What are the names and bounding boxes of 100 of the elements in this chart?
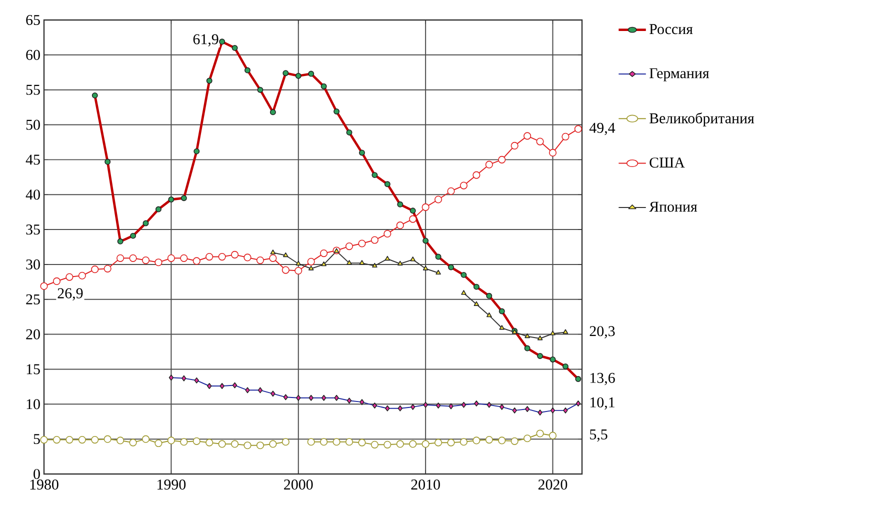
point (320, 249, 328, 258)
y-tick-label: 25 (26, 294, 40, 304)
point (269, 254, 277, 262)
y-tick-label: 60 (26, 50, 40, 60)
point (472, 436, 480, 444)
point (422, 203, 430, 211)
legend-label: США (650, 158, 685, 168)
legend-label: Россия (650, 24, 693, 34)
point (192, 257, 200, 265)
point (550, 330, 556, 336)
point (574, 125, 582, 133)
point (52, 436, 61, 444)
x-tick-label: 1990 (158, 480, 186, 490)
point (384, 440, 392, 448)
point (180, 254, 188, 262)
point (308, 266, 314, 270)
point (230, 440, 239, 448)
point (474, 301, 480, 306)
annotation: 10,1 (590, 397, 614, 410)
point (384, 256, 390, 261)
x-tick-label: 2000 (284, 480, 313, 490)
point (244, 442, 252, 450)
point (104, 264, 112, 272)
legend-label: Япония (649, 202, 698, 212)
point (269, 440, 277, 448)
point (142, 435, 150, 443)
point (536, 430, 544, 438)
point (154, 439, 162, 448)
y-tick-label: 55 (26, 84, 40, 95)
point (422, 440, 430, 448)
annotation: 13,6 (590, 372, 615, 386)
point (498, 156, 506, 164)
point (434, 438, 442, 446)
point (510, 437, 518, 445)
point (410, 256, 416, 262)
annotation: 20,3 (590, 326, 615, 338)
point (167, 254, 175, 262)
y-tick-label: 20 (26, 329, 40, 340)
point (370, 440, 378, 448)
point (78, 272, 86, 280)
point (447, 438, 455, 446)
point (396, 222, 404, 230)
point (447, 187, 455, 195)
point (562, 132, 570, 140)
point (230, 250, 239, 258)
point (499, 325, 505, 330)
annotation: 5,5 (590, 430, 608, 442)
annotation: 61,9 (193, 34, 218, 46)
point (282, 438, 290, 446)
point (256, 442, 264, 450)
point (422, 266, 428, 270)
y-tick-label: 35 (26, 224, 40, 235)
point (397, 260, 403, 266)
point (548, 148, 557, 156)
point (129, 254, 137, 262)
point (409, 215, 417, 223)
point (548, 432, 557, 440)
point (372, 262, 378, 268)
annotation: 26,9 (58, 288, 83, 300)
point (307, 258, 315, 266)
point (345, 438, 354, 446)
point (296, 260, 302, 266)
point (346, 260, 352, 265)
point (218, 252, 226, 261)
point (524, 132, 532, 140)
point (40, 282, 48, 290)
point (129, 438, 137, 446)
y-tick-label: 15 (26, 364, 40, 374)
point (40, 436, 48, 444)
point (270, 250, 276, 254)
point (536, 138, 544, 146)
point (104, 435, 112, 443)
point (460, 182, 468, 190)
point (562, 329, 568, 334)
point (384, 230, 392, 238)
point (460, 438, 468, 446)
point (218, 440, 226, 448)
point (345, 242, 354, 250)
point (244, 254, 252, 262)
point (485, 160, 493, 168)
y-tick-label: 0 (34, 468, 40, 480)
y-tick-label: 10 (26, 399, 40, 410)
point (307, 438, 315, 446)
point (78, 436, 86, 444)
point (396, 440, 404, 448)
x-tick-label: 1980 (30, 480, 58, 490)
legend-label: Германия (650, 68, 710, 82)
point (436, 270, 441, 275)
point (472, 171, 480, 179)
point (167, 436, 175, 444)
y-tick-label: 50 (26, 120, 40, 130)
point (486, 312, 492, 318)
point (498, 436, 506, 444)
y-tick-label: 40 (26, 190, 40, 200)
point (282, 266, 290, 274)
point (321, 261, 326, 266)
y-tick-label: 5 (34, 434, 40, 444)
point (256, 256, 264, 264)
point (524, 434, 532, 442)
point (524, 333, 530, 338)
